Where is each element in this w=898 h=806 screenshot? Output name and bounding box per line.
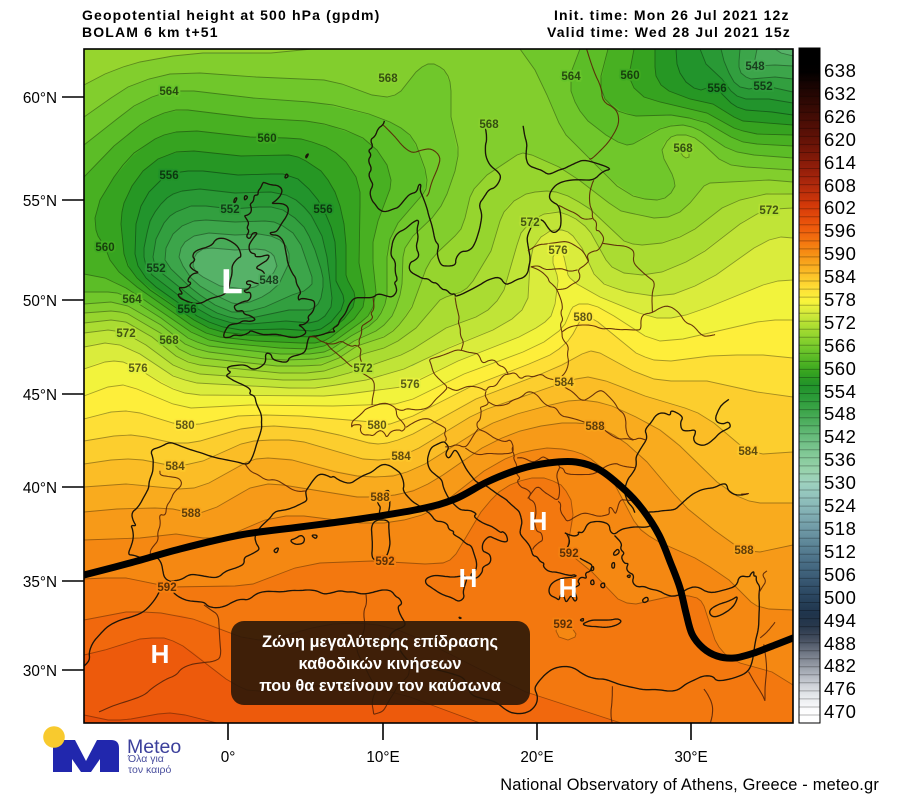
svg-text:566: 566: [824, 335, 856, 356]
svg-text:568: 568: [378, 73, 398, 85]
svg-text:45°N: 45°N: [23, 387, 57, 404]
svg-text:552: 552: [220, 204, 239, 216]
svg-text:596: 596: [824, 220, 856, 241]
svg-text:40°N: 40°N: [23, 480, 57, 497]
svg-text:592: 592: [375, 556, 394, 568]
svg-text:482: 482: [824, 655, 856, 676]
svg-text:518: 518: [824, 518, 856, 539]
svg-text:που θα εντείνουν τον καύσωνα: που θα εντείνουν τον καύσωνα: [259, 677, 501, 695]
svg-text:60°N: 60°N: [23, 90, 57, 107]
svg-text:H: H: [151, 639, 170, 669]
svg-text:564: 564: [122, 294, 142, 306]
svg-text:620: 620: [824, 129, 856, 150]
svg-text:55°N: 55°N: [23, 193, 57, 210]
svg-text:506: 506: [824, 564, 856, 585]
svg-text:530: 530: [824, 472, 856, 493]
svg-text:Ζώνη μεγαλύτερης επίδρασης: Ζώνη μεγαλύτερης επίδρασης: [262, 633, 498, 651]
svg-text:καθοδικών κινήσεων: καθοδικών κινήσεων: [299, 655, 462, 673]
svg-text:556: 556: [313, 204, 332, 216]
svg-text:584: 584: [738, 446, 758, 458]
svg-text:614: 614: [824, 152, 856, 173]
svg-text:H: H: [529, 506, 548, 536]
svg-text:584: 584: [824, 266, 856, 287]
svg-text:National Observatory of Athens: National Observatory of Athens, Greece -…: [500, 776, 879, 794]
svg-text:588: 588: [370, 492, 390, 504]
svg-text:564: 564: [159, 86, 179, 98]
svg-text:576: 576: [128, 363, 147, 375]
svg-text:476: 476: [824, 678, 856, 699]
svg-text:470: 470: [824, 701, 856, 722]
svg-text:602: 602: [824, 197, 856, 218]
svg-text:τον καιρό: τον καιρό: [128, 764, 172, 776]
svg-text:35°N: 35°N: [23, 574, 57, 591]
svg-text:560: 560: [95, 242, 114, 254]
svg-text:Όλα για: Όλα για: [127, 753, 164, 765]
svg-text:588: 588: [181, 508, 201, 520]
svg-text:BOLAM 6 km t+51: BOLAM 6 km t+51: [82, 24, 219, 40]
svg-text:588: 588: [734, 545, 754, 557]
svg-text:560: 560: [824, 358, 856, 379]
svg-text:10°E: 10°E: [366, 749, 399, 766]
svg-text:572: 572: [824, 312, 856, 333]
svg-text:548: 548: [259, 275, 279, 287]
svg-text:576: 576: [400, 379, 419, 391]
svg-text:L: L: [222, 263, 243, 301]
svg-text:542: 542: [824, 426, 856, 447]
svg-text:638: 638: [824, 60, 856, 81]
svg-text:536: 536: [824, 449, 856, 470]
svg-text:30°N: 30°N: [23, 663, 57, 680]
svg-text:494: 494: [824, 610, 856, 631]
svg-text:592: 592: [553, 619, 572, 631]
svg-text:30°E: 30°E: [674, 749, 707, 766]
svg-text:556: 556: [159, 170, 178, 182]
svg-text:554: 554: [824, 381, 856, 402]
svg-text:Init. time: Mon 26 Jul 2021 12: Init. time: Mon 26 Jul 2021 12z: [554, 7, 790, 23]
svg-text:584: 584: [165, 461, 185, 473]
svg-text:590: 590: [824, 243, 856, 264]
svg-text:0°: 0°: [221, 749, 236, 766]
svg-text:576: 576: [548, 245, 567, 257]
svg-text:500: 500: [824, 587, 856, 608]
svg-text:Valid time: Wed 28 Jul 2021 15: Valid time: Wed 28 Jul 2021 15z: [547, 24, 791, 40]
svg-text:572: 572: [520, 217, 539, 229]
svg-text:580: 580: [573, 312, 592, 324]
svg-text:560: 560: [620, 70, 639, 82]
svg-text:592: 592: [157, 582, 176, 594]
svg-text:568: 568: [479, 119, 499, 131]
svg-text:572: 572: [116, 328, 135, 340]
svg-text:568: 568: [673, 143, 693, 155]
svg-text:626: 626: [824, 106, 856, 127]
svg-text:578: 578: [824, 289, 856, 310]
svg-text:572: 572: [759, 205, 778, 217]
svg-text:556: 556: [177, 304, 196, 316]
svg-text:608: 608: [824, 175, 856, 196]
svg-text:564: 564: [561, 71, 581, 83]
svg-text:580: 580: [175, 420, 194, 432]
svg-text:548: 548: [745, 61, 765, 73]
svg-text:20°E: 20°E: [520, 749, 553, 766]
svg-text:H: H: [559, 573, 578, 603]
svg-text:592: 592: [559, 548, 578, 560]
svg-text:588: 588: [585, 421, 605, 433]
svg-text:560: 560: [257, 133, 276, 145]
svg-text:Meteo: Meteo: [127, 736, 181, 758]
svg-text:552: 552: [753, 81, 772, 93]
svg-text:584: 584: [554, 377, 574, 389]
svg-text:50°N: 50°N: [23, 293, 57, 310]
svg-text:548: 548: [824, 403, 856, 424]
svg-text:H: H: [459, 563, 478, 593]
svg-text:556: 556: [707, 83, 726, 95]
svg-text:632: 632: [824, 83, 856, 104]
svg-text:488: 488: [824, 633, 856, 654]
svg-text:584: 584: [391, 451, 411, 463]
svg-text:580: 580: [367, 420, 386, 432]
svg-text:524: 524: [824, 495, 856, 516]
svg-text:512: 512: [824, 541, 856, 562]
svg-text:568: 568: [159, 335, 179, 347]
svg-text:552: 552: [146, 263, 165, 275]
svg-text:572: 572: [353, 363, 372, 375]
svg-text:Geopotential height at 500 hPa: Geopotential height at 500 hPa (gpdm): [82, 7, 380, 23]
